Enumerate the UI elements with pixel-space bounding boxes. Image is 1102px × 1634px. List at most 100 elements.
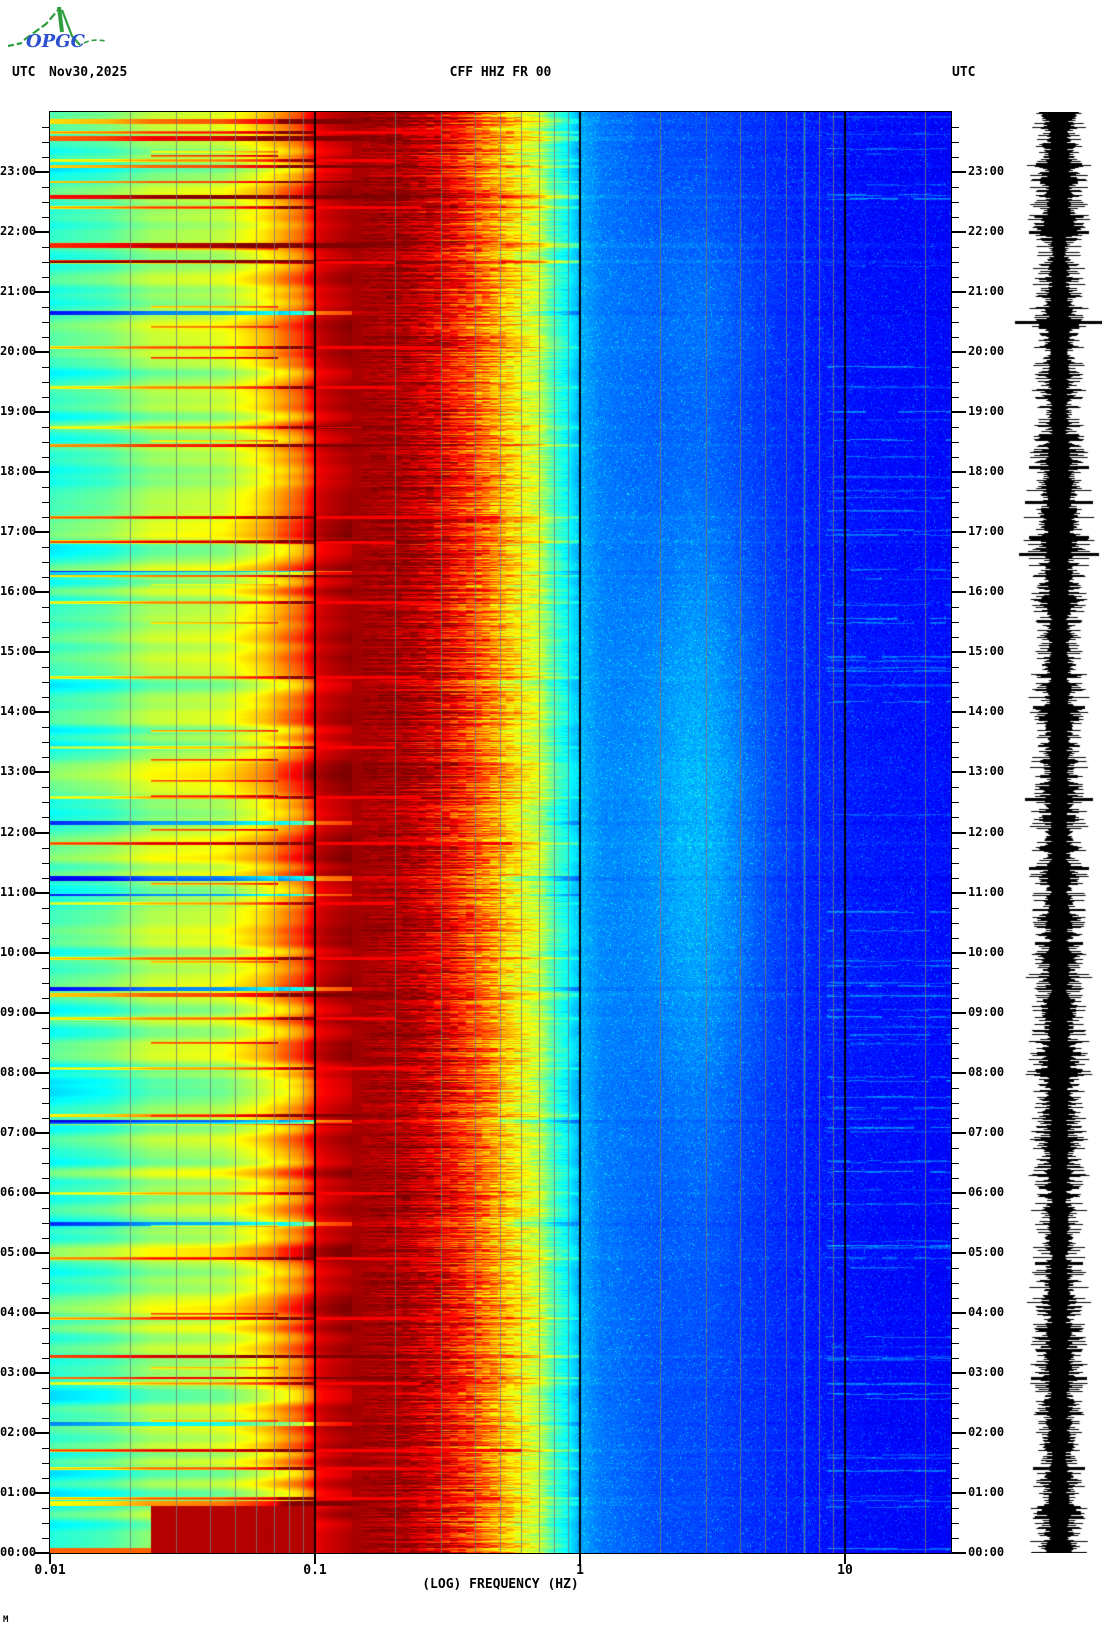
y-hour-tick-right [951, 952, 966, 954]
y-hour-tick-left [35, 952, 50, 954]
y-hour-tick-left [35, 291, 50, 293]
y-minor-tick-left [42, 517, 50, 518]
y-minor-tick-right [951, 998, 959, 999]
y-minor-tick-right [951, 577, 959, 578]
y-minor-tick-right [951, 1208, 959, 1209]
y-minor-tick-left [42, 1388, 50, 1389]
y-minor-tick-left [42, 562, 50, 563]
y-minor-tick-left [42, 217, 50, 218]
y-minor-tick-right [951, 277, 959, 278]
y-minor-tick-left [42, 1508, 50, 1509]
y-minor-tick-right [951, 1478, 959, 1479]
y-minor-tick-left [42, 262, 50, 263]
y-minor-tick-right [951, 517, 959, 518]
y-hour-tick-left [35, 771, 50, 773]
y-label-left: 20:00 [0, 344, 37, 358]
y-minor-tick-left [42, 1538, 50, 1539]
y-minor-tick-left [42, 667, 50, 668]
y-label-right: 08:00 [968, 1065, 1005, 1079]
y-minor-tick-left [42, 908, 50, 909]
y-label-right: 03:00 [968, 1365, 1005, 1379]
opgc-logo: OPGC [7, 6, 107, 52]
y-minor-tick-right [951, 442, 959, 443]
y-minor-tick-right [951, 757, 959, 758]
y-minor-tick-left [42, 1283, 50, 1284]
y-minor-tick-left [42, 157, 50, 158]
y-label-right: 16:00 [968, 584, 1005, 598]
y-minor-tick-left [42, 848, 50, 849]
y-minor-tick-right [951, 817, 959, 818]
y-hour-tick-left [35, 711, 50, 713]
y-hour-tick-right [951, 651, 966, 653]
y-hour-tick-left [35, 1552, 50, 1554]
y-minor-tick-left [42, 457, 50, 458]
y-minor-tick-right [951, 337, 959, 338]
y-label-right: 18:00 [968, 464, 1005, 478]
y-hour-tick-left [35, 1072, 50, 1074]
y-label-left: 07:00 [0, 1125, 37, 1139]
y-minor-tick-right [951, 457, 959, 458]
y-minor-tick-right [951, 863, 959, 864]
y-hour-tick-right [951, 771, 966, 773]
y-hour-tick-left [35, 351, 50, 353]
y-minor-tick-left [42, 322, 50, 323]
y-minor-tick-left [42, 1268, 50, 1269]
y-label-right: 19:00 [968, 404, 1005, 418]
y-label-left: 17:00 [0, 524, 37, 538]
y-label-right: 09:00 [968, 1005, 1005, 1019]
y-minor-tick-left [42, 1148, 50, 1149]
y-hour-tick-left [35, 171, 50, 173]
y-label-left: 05:00 [0, 1245, 37, 1259]
y-minor-tick-left [42, 487, 50, 488]
y-minor-tick-right [951, 307, 959, 308]
y-minor-tick-left [42, 337, 50, 338]
y-label-left: 22:00 [0, 224, 37, 238]
y-hour-tick-left [35, 651, 50, 653]
y-minor-tick-right [951, 1523, 959, 1524]
y-minor-tick-right [951, 322, 959, 323]
utc-right-label: UTC [952, 65, 976, 80]
y-label-left: 18:00 [0, 464, 37, 478]
y-minor-tick-left [42, 577, 50, 578]
y-label-left: 10:00 [0, 945, 37, 959]
y-hour-tick-right [951, 1012, 966, 1014]
y-minor-tick-right [951, 622, 959, 623]
y-hour-tick-left [35, 471, 50, 473]
y-hour-tick-left [35, 1492, 50, 1494]
station-title: CFF HHZ FR 00 [449, 65, 552, 80]
y-minor-tick-left [42, 622, 50, 623]
y-hour-tick-left [35, 1012, 50, 1014]
y-hour-tick-right [951, 231, 966, 233]
y-minor-tick-left [42, 1238, 50, 1239]
y-minor-tick-right [951, 1508, 959, 1509]
y-hour-tick-right [951, 1132, 966, 1134]
y-minor-tick-left [42, 367, 50, 368]
y-label-left: 13:00 [0, 764, 37, 778]
y-hour-tick-left [35, 1312, 50, 1314]
y-label-right: 06:00 [968, 1185, 1005, 1199]
y-minor-tick-left [42, 202, 50, 203]
y-minor-tick-right [951, 1403, 959, 1404]
y-minor-tick-right [951, 848, 959, 849]
logo-mountain-icon [7, 6, 107, 48]
y-minor-tick-right [951, 697, 959, 698]
y-minor-tick-left [42, 142, 50, 143]
y-minor-tick-left [42, 938, 50, 939]
y-minor-tick-right [951, 607, 959, 608]
y-minor-tick-left [42, 998, 50, 999]
y-hour-tick-left [35, 411, 50, 413]
y-minor-tick-right [951, 1148, 959, 1149]
y-hour-tick-right [951, 171, 966, 173]
y-hour-tick-right [951, 1192, 966, 1194]
x-tick [844, 1553, 846, 1564]
y-minor-tick-left [42, 878, 50, 879]
y-minor-tick-left [42, 1343, 50, 1344]
x-tick [49, 1553, 51, 1564]
y-minor-tick-right [951, 202, 959, 203]
y-minor-tick-right [951, 142, 959, 143]
y-hour-tick-right [951, 892, 966, 894]
y-label-right: 22:00 [968, 224, 1005, 238]
y-hour-tick-left [35, 591, 50, 593]
y-hour-tick-right [951, 1372, 966, 1374]
